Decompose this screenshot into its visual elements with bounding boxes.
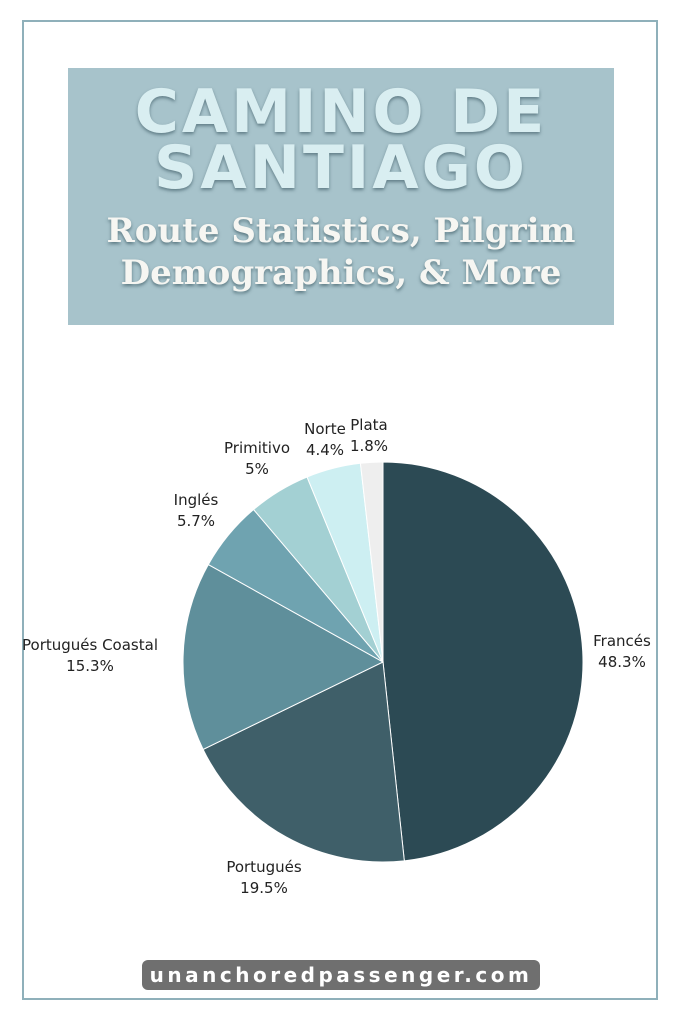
slice-percent-label: 48.3% xyxy=(598,653,646,671)
slice-label: Norte xyxy=(304,420,346,438)
subtitle-line-1: Route Statistics, Pilgrim xyxy=(106,211,576,251)
page-title: CAMINO DE SANTIAGO xyxy=(68,77,614,203)
slice-label: Primitivo xyxy=(224,439,290,457)
title-line-1: CAMINO DE xyxy=(134,77,548,147)
slice-percent-label: 5.7% xyxy=(177,512,215,530)
slice-percent-label: 1.8% xyxy=(350,437,388,455)
slice-label: Portugués xyxy=(226,858,302,876)
page-frame xyxy=(22,20,658,1000)
slice-label: Inglés xyxy=(174,491,219,509)
page-subtitle: Route Statistics, Pilgrim Demographics, … xyxy=(68,210,614,294)
pie-slice-6 xyxy=(359,461,384,663)
title-line-2: SANTIAGO xyxy=(154,133,528,203)
slice-label: Portugués Coastal xyxy=(22,636,158,654)
pie-slice-0 xyxy=(382,461,584,862)
title-banner: CAMINO DE SANTIAGO Route Statistics, Pil… xyxy=(68,68,614,325)
pie-slice-1 xyxy=(202,661,405,863)
site-url-badge[interactable]: unanchoredpassenger.com xyxy=(142,960,540,990)
pie-slice-2 xyxy=(182,563,385,751)
slice-percent-label: 15.3% xyxy=(66,657,114,675)
subtitle-line-2: Demographics, & More xyxy=(120,253,562,293)
slice-percent-label: 4.4% xyxy=(306,441,344,459)
slice-label: Francés xyxy=(593,632,651,650)
slice-percent-label: 5% xyxy=(245,460,269,478)
slice-percent-label: 19.5% xyxy=(240,879,288,897)
slice-label: Plata xyxy=(350,416,387,434)
route-pie-chart: Francés 48.3% Portugués 19.5% Portugués Coas… xyxy=(22,416,651,897)
